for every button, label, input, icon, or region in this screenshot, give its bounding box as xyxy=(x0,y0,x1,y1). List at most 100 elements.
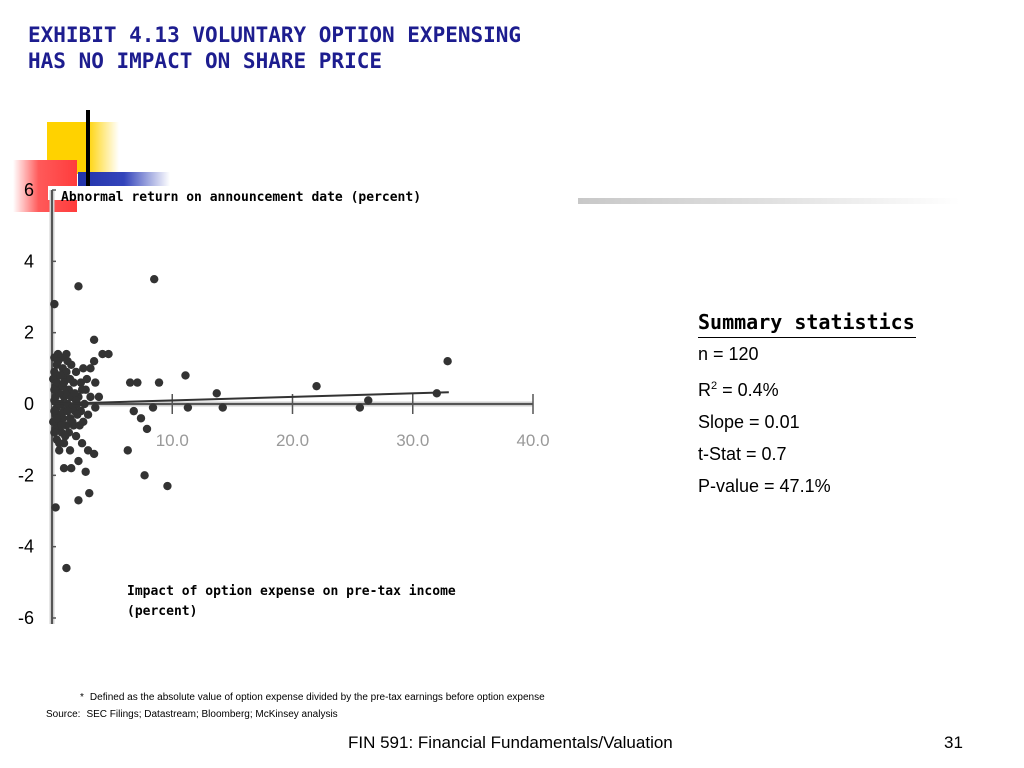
data-point xyxy=(136,414,146,423)
data-point xyxy=(55,446,64,455)
stat-r-squared: R2 = 0.4% xyxy=(698,370,928,406)
stat-n: n = 120 xyxy=(698,344,759,364)
slide-title-line1: EXHIBIT 4.13 VOLUNTARY OPTION EXPENSING xyxy=(28,23,522,47)
data-point xyxy=(142,424,152,434)
source-note: Source: SEC Filings; Datastream; Bloomber… xyxy=(46,709,338,720)
y-tick-label: 2 xyxy=(24,323,34,343)
footer-course-title: FIN 591: Financial Fundamentals/Valuatio… xyxy=(348,733,673,752)
data-point xyxy=(67,464,76,473)
data-point xyxy=(53,357,63,366)
data-point xyxy=(218,403,227,412)
data-point xyxy=(181,371,190,380)
data-point xyxy=(91,378,100,387)
stat-r-squared-prefix: R xyxy=(698,380,711,400)
data-point xyxy=(89,335,99,344)
y-axis-label: Abnormal return on announcement date (pe… xyxy=(61,190,422,205)
data-point xyxy=(77,439,87,448)
data-point xyxy=(74,456,83,466)
data-point xyxy=(86,364,95,373)
slide-title-line2: HAS NO IMPACT ON SHARE PRICE xyxy=(28,49,383,73)
y-tick-label: -6 xyxy=(18,608,34,628)
y-axis-label-background xyxy=(48,186,578,200)
data-point xyxy=(59,378,69,387)
data-point xyxy=(98,349,107,359)
data-point xyxy=(73,410,82,419)
data-point xyxy=(71,367,81,377)
data-point xyxy=(63,357,72,366)
data-point xyxy=(75,421,84,430)
source-label: Source: xyxy=(46,709,81,720)
data-point xyxy=(57,421,66,430)
data-point xyxy=(83,410,93,419)
x-axis-label: Impact of option expense on pre-tax inco… xyxy=(127,584,456,619)
data-point xyxy=(133,378,142,387)
data-point xyxy=(91,403,100,412)
data-point xyxy=(77,385,87,394)
data-point xyxy=(85,488,94,498)
data-point xyxy=(74,496,83,505)
decorative-blue-bar xyxy=(78,172,170,186)
data-point xyxy=(364,396,373,405)
data-point xyxy=(61,431,70,441)
data-point xyxy=(74,282,83,291)
data-point xyxy=(355,403,365,412)
trend-line xyxy=(51,391,449,405)
data-point xyxy=(65,446,75,455)
x-tick-label: 10.0 xyxy=(156,431,189,450)
page-number: 31 xyxy=(944,733,963,752)
y-tick-label: -4 xyxy=(18,537,34,557)
data-point xyxy=(55,439,64,448)
data-point xyxy=(82,374,92,384)
data-point xyxy=(50,428,59,437)
x-tick-label: 30.0 xyxy=(396,431,429,450)
stat-p-value: P-value = 47.1% xyxy=(698,476,831,496)
data-point xyxy=(312,381,321,391)
stat-slope: Slope = 0.01 xyxy=(698,412,800,432)
data-point xyxy=(50,406,59,416)
data-point xyxy=(50,299,59,309)
data-point xyxy=(52,414,62,423)
stat-r-squared-value: = 0.4% xyxy=(717,380,779,400)
data-point xyxy=(63,406,72,416)
y-tick-label: 4 xyxy=(24,251,34,271)
data-point xyxy=(212,389,221,398)
y-tick-label: 6 xyxy=(24,180,34,200)
stat-r-squared-exponent: 2 xyxy=(711,380,718,392)
y-tick-label: 0 xyxy=(24,394,34,414)
stat-t-stat: t-Stat = 0.7 xyxy=(698,444,787,464)
source-text: SEC Filings; Datastream; Bloomberg; McKi… xyxy=(86,709,338,720)
footnote-marker: * xyxy=(80,692,84,703)
data-point xyxy=(140,471,149,480)
data-point xyxy=(150,274,159,284)
data-point xyxy=(443,357,452,366)
data-point xyxy=(50,385,59,394)
data-point xyxy=(104,349,113,359)
data-point xyxy=(70,389,80,398)
data-point xyxy=(94,392,104,402)
decorative-horizontal-rule xyxy=(578,198,960,204)
data-point xyxy=(62,563,71,573)
slide-title: EXHIBIT 4.13 VOLUNTARY OPTION EXPENSING … xyxy=(28,22,521,74)
data-point xyxy=(56,371,65,380)
x-tick-label: 20.0 xyxy=(276,431,309,450)
data-point xyxy=(86,392,95,402)
data-point xyxy=(123,446,132,455)
data-point xyxy=(79,364,88,373)
data-point xyxy=(89,357,99,366)
data-point xyxy=(129,406,138,416)
data-point xyxy=(61,389,70,398)
data-point xyxy=(148,403,158,412)
data-point xyxy=(89,449,99,459)
summary-statistics-panel: Summary statistics n = 120 R2 = 0.4% Slo… xyxy=(698,310,928,502)
footnote: * Defined as the absolute value of option… xyxy=(80,692,545,703)
data-point xyxy=(71,431,81,441)
summary-statistics-title: Summary statistics xyxy=(698,310,916,338)
y-tick-label: -2 xyxy=(18,465,34,485)
decorative-vertical-line xyxy=(86,110,90,192)
data-point xyxy=(51,503,60,512)
data-point xyxy=(163,481,172,491)
data-point xyxy=(125,378,135,387)
data-point xyxy=(59,464,69,473)
data-point xyxy=(81,467,90,476)
